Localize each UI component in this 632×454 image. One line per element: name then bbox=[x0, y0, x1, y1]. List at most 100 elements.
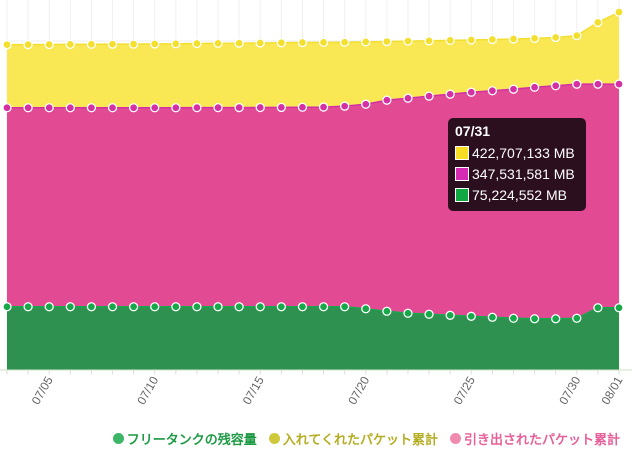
data-point-series-0 bbox=[255, 38, 265, 48]
data-point-series-2 bbox=[382, 306, 392, 316]
data-point-series-1 bbox=[382, 95, 392, 105]
data-point-series-0 bbox=[213, 38, 223, 49]
data-point-series-2 bbox=[44, 302, 54, 312]
data-point-series-2 bbox=[508, 313, 519, 323]
data-point-series-2 bbox=[614, 303, 624, 313]
x-tick-label: 08/01 bbox=[598, 374, 625, 407]
data-point-series-2 bbox=[234, 302, 244, 312]
data-point-series-0 bbox=[361, 37, 371, 47]
x-tick-label: 07/25 bbox=[451, 374, 478, 407]
data-point-series-2 bbox=[150, 302, 160, 312]
data-point-series-2 bbox=[86, 302, 97, 312]
tooltip-swatch bbox=[455, 145, 469, 160]
data-point-series-2 bbox=[192, 302, 202, 312]
data-point-series-1 bbox=[192, 102, 202, 113]
data-point-series-0 bbox=[86, 39, 97, 49]
data-point-series-1 bbox=[529, 82, 540, 92]
data-point-series-0 bbox=[234, 38, 244, 48]
tooltip-row-outflow: 347,531,581 MB bbox=[455, 163, 586, 184]
data-point-series-1 bbox=[487, 86, 498, 96]
data-point-series-0 bbox=[529, 33, 540, 43]
area-series-2 bbox=[7, 306, 619, 370]
legend-item-inflow[interactable]: 入れてくれたパケット累計 bbox=[268, 429, 438, 448]
data-point-series-1 bbox=[403, 93, 413, 103]
legend-label: 入れてくれたパケット累計 bbox=[282, 432, 438, 447]
data-point-series-1 bbox=[340, 101, 350, 111]
tooltip-row-inflow: 422,707,133 MB bbox=[455, 142, 586, 163]
data-point-series-2 bbox=[318, 302, 329, 312]
data-point-series-2 bbox=[361, 304, 371, 314]
legend-item-free-tank[interactable]: フリータンクの残容量 bbox=[112, 429, 257, 448]
data-point-series-2 bbox=[23, 302, 33, 312]
data-point-series-2 bbox=[551, 314, 561, 324]
data-point-series-2 bbox=[255, 302, 265, 312]
data-point-series-1 bbox=[107, 103, 118, 113]
chart-legend: フリータンクの残容量 入れてくれたパケット累計 引き出されたパケット累計 bbox=[112, 429, 620, 448]
data-point-series-1 bbox=[128, 103, 139, 113]
data-point-series-0 bbox=[44, 39, 54, 50]
data-point-series-1 bbox=[171, 103, 181, 113]
data-point-series-1 bbox=[318, 102, 329, 112]
data-point-series-2 bbox=[128, 302, 139, 312]
tooltip-value: 347,531,581 MB bbox=[472, 165, 575, 182]
data-point-series-1 bbox=[424, 91, 434, 101]
data-point-series-1 bbox=[276, 102, 286, 113]
tooltip-swatch bbox=[455, 187, 469, 202]
data-point-series-1 bbox=[86, 103, 97, 113]
data-point-series-1 bbox=[297, 102, 308, 112]
data-point-series-2 bbox=[424, 309, 434, 319]
data-point-series-2 bbox=[445, 310, 455, 320]
data-point-series-1 bbox=[572, 79, 582, 89]
data-point-series-0 bbox=[128, 39, 139, 49]
data-point-series-0 bbox=[318, 37, 329, 48]
x-tick-label: 07/15 bbox=[240, 374, 267, 407]
data-point-series-2 bbox=[107, 302, 118, 312]
data-point-series-1 bbox=[150, 103, 160, 113]
data-point-series-2 bbox=[213, 302, 223, 312]
data-point-series-1 bbox=[2, 103, 12, 113]
x-tick-label: 07/20 bbox=[345, 374, 372, 407]
data-point-series-0 bbox=[572, 30, 582, 41]
data-point-series-0 bbox=[424, 36, 434, 46]
data-point-series-1 bbox=[551, 81, 561, 91]
data-point-series-0 bbox=[340, 37, 350, 47]
data-point-series-0 bbox=[171, 39, 181, 49]
data-point-series-1 bbox=[466, 87, 476, 97]
data-point-series-2 bbox=[65, 302, 75, 312]
data-point-series-0 bbox=[23, 39, 33, 50]
data-point-series-2 bbox=[340, 302, 350, 312]
data-point-series-1 bbox=[593, 79, 603, 89]
data-point-series-1 bbox=[213, 102, 223, 113]
data-point-series-1 bbox=[255, 102, 265, 113]
tooltip-value: 422,707,133 MB bbox=[472, 144, 575, 161]
data-point-series-0 bbox=[276, 38, 286, 48]
data-point-series-2 bbox=[487, 312, 498, 322]
data-point-series-0 bbox=[508, 34, 519, 44]
data-point-series-0 bbox=[150, 39, 160, 49]
data-point-series-1 bbox=[361, 99, 371, 109]
legend-dot-icon bbox=[112, 433, 124, 444]
data-point-series-1 bbox=[234, 102, 244, 113]
data-point-series-0 bbox=[2, 40, 12, 50]
x-tick-label: 07/05 bbox=[29, 374, 56, 407]
data-point-series-1 bbox=[614, 79, 624, 89]
legend-item-outflow[interactable]: 引き出されたパケット累計 bbox=[449, 429, 620, 448]
data-point-series-0 bbox=[403, 36, 413, 46]
data-point-series-0 bbox=[593, 17, 603, 28]
data-point-series-2 bbox=[171, 302, 181, 312]
data-point-series-0 bbox=[65, 39, 75, 49]
data-point-series-1 bbox=[23, 103, 33, 113]
data-point-series-0 bbox=[614, 7, 624, 17]
tooltip-swatch bbox=[455, 166, 469, 181]
x-tick-label: 07/30 bbox=[556, 374, 583, 407]
legend-label: 引き出されたパケット累計 bbox=[463, 432, 620, 447]
data-point-series-2 bbox=[529, 314, 540, 324]
data-point-series-2 bbox=[2, 302, 12, 312]
tooltip-row-free: 75,224,552 MB bbox=[455, 184, 586, 205]
legend-label: フリータンクの残容量 bbox=[126, 432, 257, 447]
data-point-series-0 bbox=[487, 34, 498, 45]
data-point-series-2 bbox=[593, 303, 603, 313]
data-point-series-2 bbox=[276, 302, 286, 312]
tooltip-value: 75,224,552 MB bbox=[472, 186, 567, 203]
legend-dot-icon bbox=[449, 433, 461, 444]
